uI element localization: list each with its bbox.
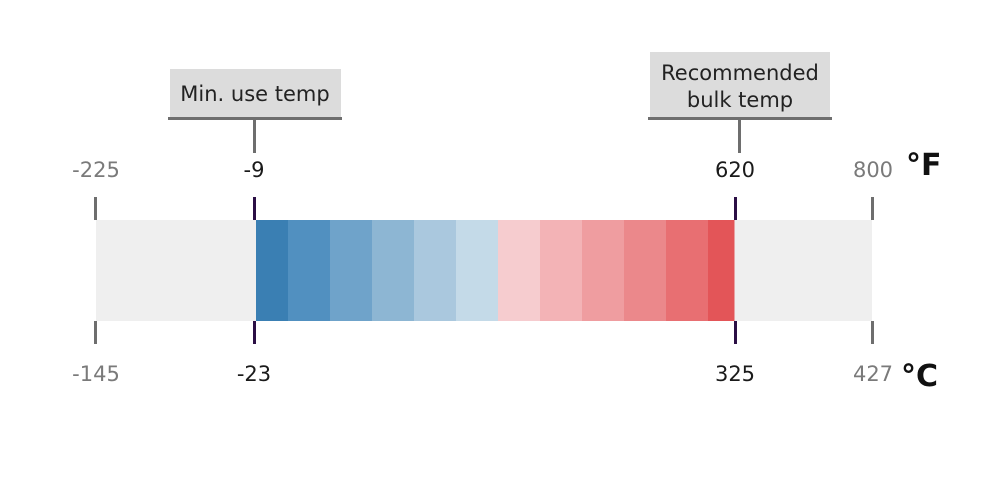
usable-range-band: [256, 220, 735, 321]
min-callout-label: Min. use temp: [180, 82, 329, 106]
gradient-segment: [582, 220, 625, 321]
recommended-callout-label-line1: Recommended: [661, 61, 819, 85]
recommended-callout-label-line2: bulk temp: [687, 88, 793, 112]
limit-markers: [253, 197, 737, 344]
c-tick-label-min-range: -145: [72, 362, 120, 386]
f-tick-label-min-range: -225: [72, 158, 120, 182]
recommended-callout-stem: [738, 120, 741, 153]
max-marker-bottom: [734, 321, 737, 344]
fahrenheit-unit: °F: [906, 148, 942, 183]
min-callout-underline: [168, 117, 342, 120]
gradient-segment: [256, 220, 289, 321]
recommended-callout-underline: [648, 117, 832, 120]
gradient-segment: [624, 220, 667, 321]
gradient-segment: [414, 220, 457, 321]
gradient-segment: [330, 220, 373, 321]
gradient-segment: [288, 220, 331, 321]
tick-mark-left-top: [94, 197, 97, 220]
min-callout-stem: [253, 120, 256, 153]
min-marker-bottom: [253, 321, 256, 344]
c-tick-label-max-range: 427: [853, 362, 893, 386]
gradient-segment: [666, 220, 709, 321]
celsius-unit: °C: [901, 359, 938, 394]
gradient-segment: [456, 220, 499, 321]
f-tick-label-min-use: -9: [244, 158, 265, 182]
gradient-segment: [540, 220, 583, 321]
gradient-segment: [372, 220, 415, 321]
tick-mark-left-bottom: [94, 321, 97, 344]
c-tick-label-min-use: -23: [237, 362, 271, 386]
recommended-callout-box: [650, 52, 830, 119]
recommended-bulk-temp-callout: Recommended bulk temp: [648, 52, 832, 153]
min-callout-box: [170, 69, 341, 119]
min-marker-top: [253, 197, 256, 220]
gradient-segment: [708, 220, 735, 321]
gradient-segment: [498, 220, 541, 321]
outer-ticks: [94, 197, 874, 344]
f-tick-label-max-range: 800: [853, 158, 893, 182]
f-tick-label-recommended: 620: [715, 158, 755, 182]
celsius-scale: -145 -23 325 427 °C: [72, 359, 938, 394]
tick-mark-right-top: [871, 197, 874, 220]
tick-mark-right-bottom: [871, 321, 874, 344]
fahrenheit-scale: -225 -9 620 800 °F: [72, 148, 941, 183]
min-use-temp-callout: Min. use temp: [168, 69, 342, 153]
max-marker-top: [734, 197, 737, 220]
c-tick-label-recommended: 325: [715, 362, 755, 386]
